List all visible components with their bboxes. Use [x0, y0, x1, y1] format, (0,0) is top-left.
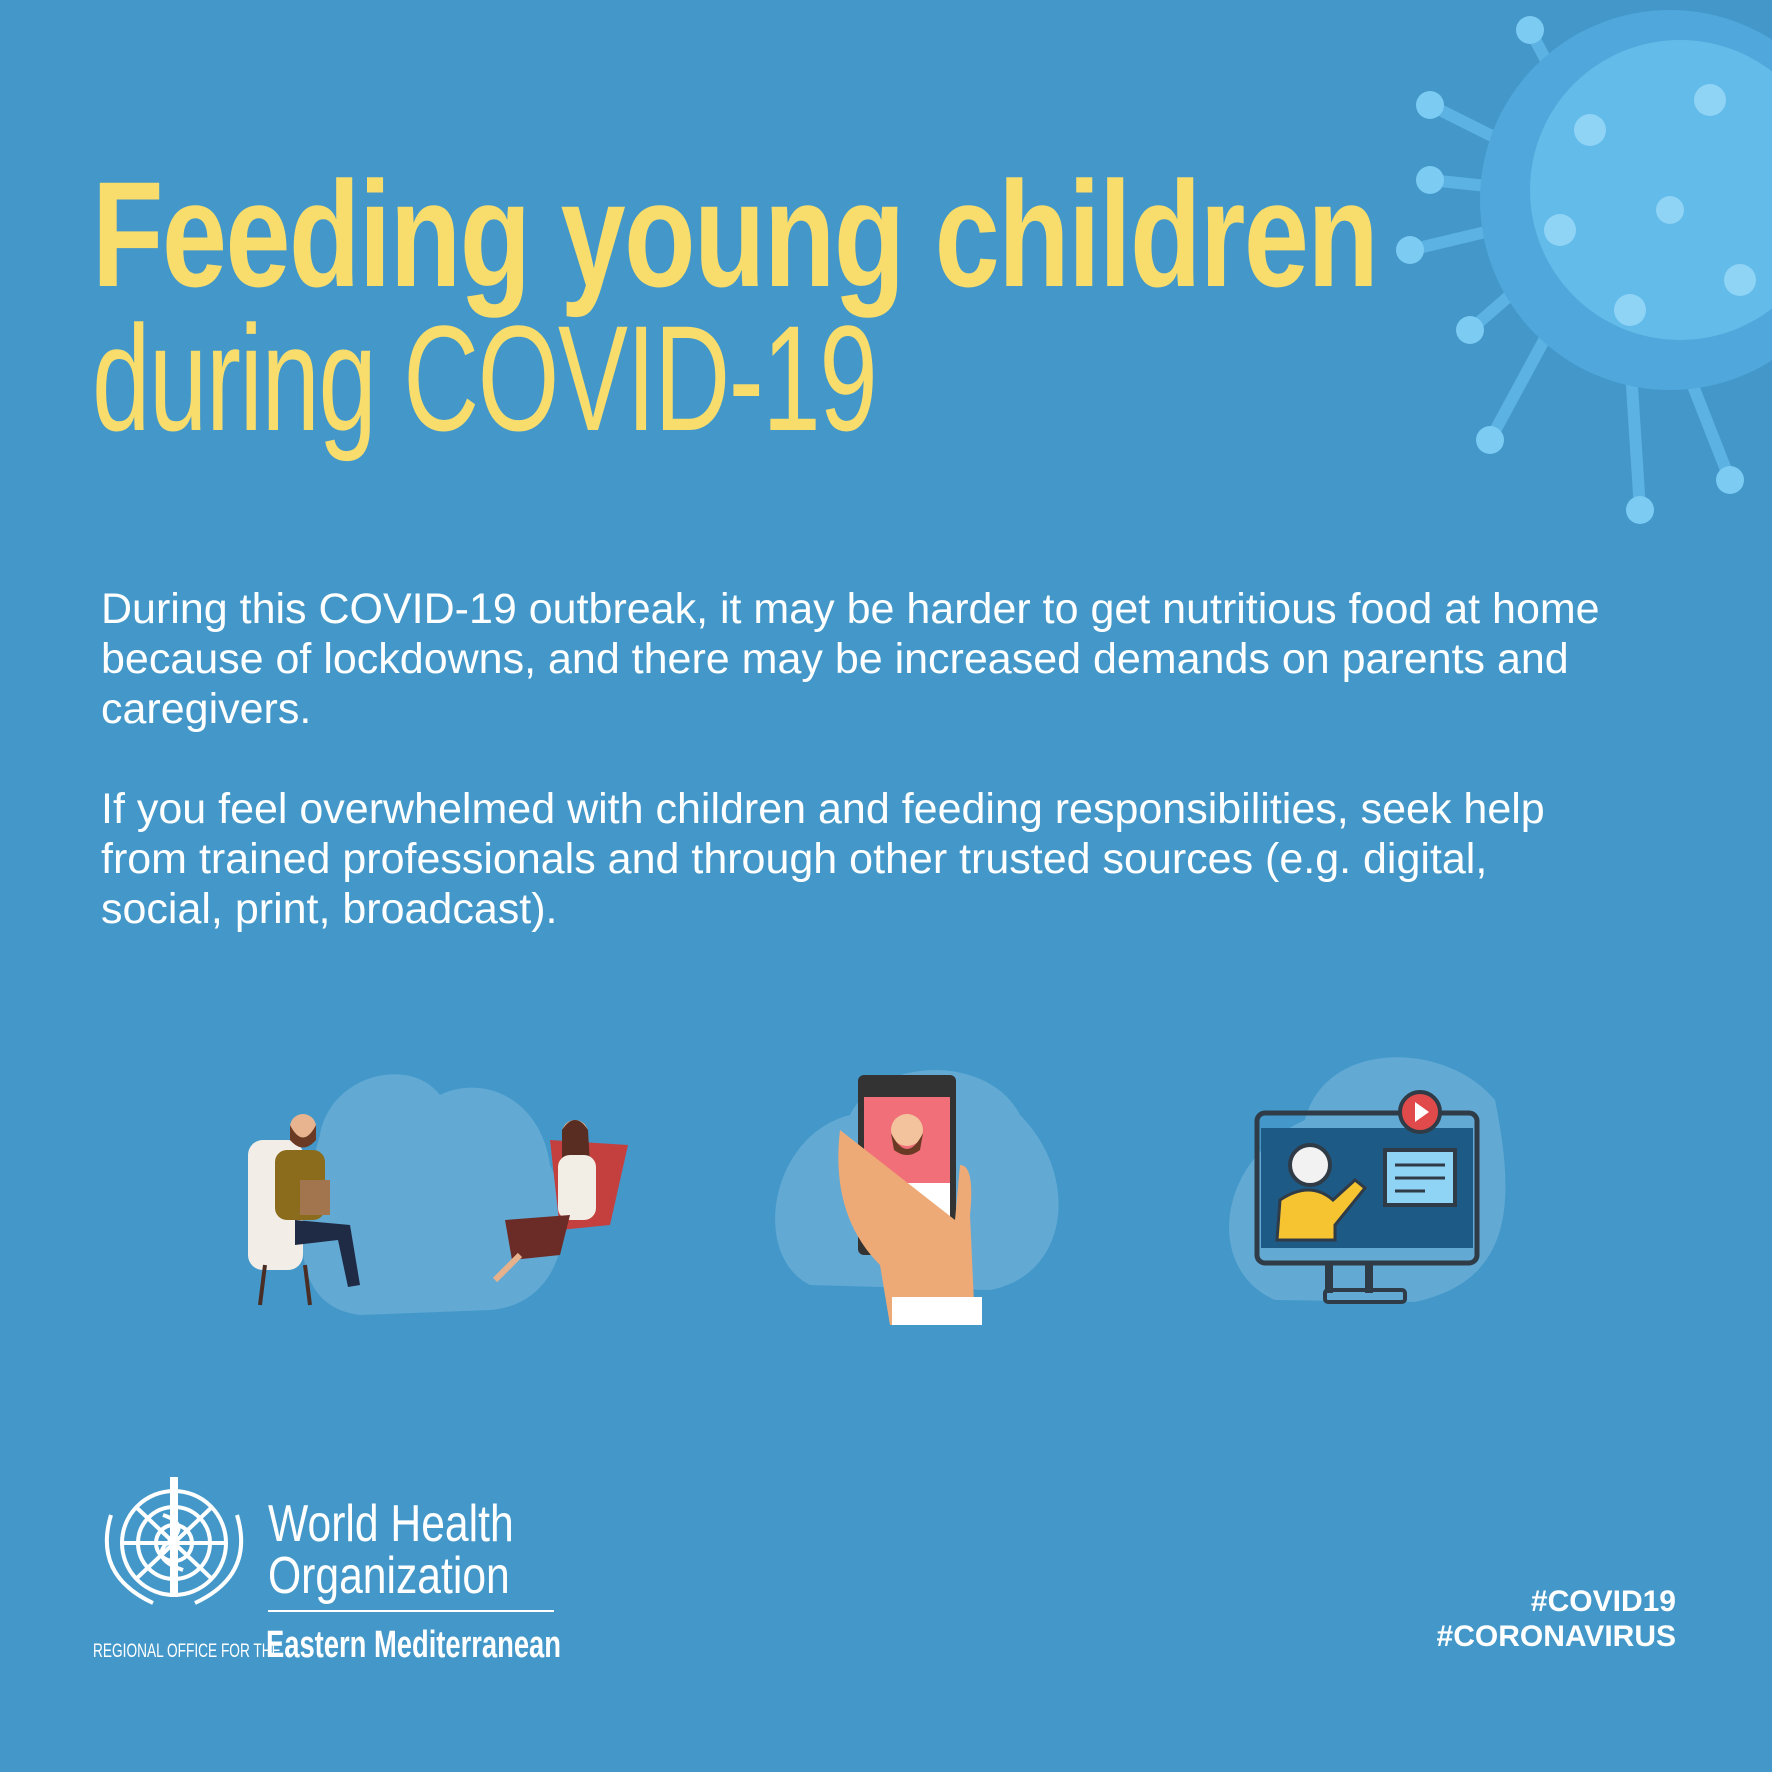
- counselling-illustration: [248, 1074, 628, 1315]
- who-emblem-icon: [104, 1477, 244, 1605]
- who-region-name: Eastern Mediterranean: [266, 1624, 561, 1666]
- title-line-2: during COVID-19: [92, 294, 878, 462]
- body-paragraph-1: During this COVID-19 outbreak, it may be…: [101, 585, 1600, 733]
- title-line-1: Feeding young children: [92, 150, 1379, 318]
- virus-illustration: [1396, 10, 1772, 524]
- hashtag-covid19: #COVID19: [1530, 1585, 1676, 1618]
- who-name-line-1: World Health: [268, 1495, 514, 1553]
- hashtag-coronavirus: #CORONAVIRUS: [1436, 1620, 1676, 1653]
- online-lesson-monitor-illustration: [1229, 1057, 1506, 1304]
- video-call-phone-illustration: [775, 1070, 1059, 1325]
- logo-divider: [268, 1610, 554, 1612]
- who-name-line-2: Organization: [268, 1547, 510, 1605]
- body-paragraph-2: If you feel overwhelmed with children an…: [101, 785, 1545, 933]
- who-regional-office: REGIONAL OFFICE FOR THE: [93, 1641, 281, 1662]
